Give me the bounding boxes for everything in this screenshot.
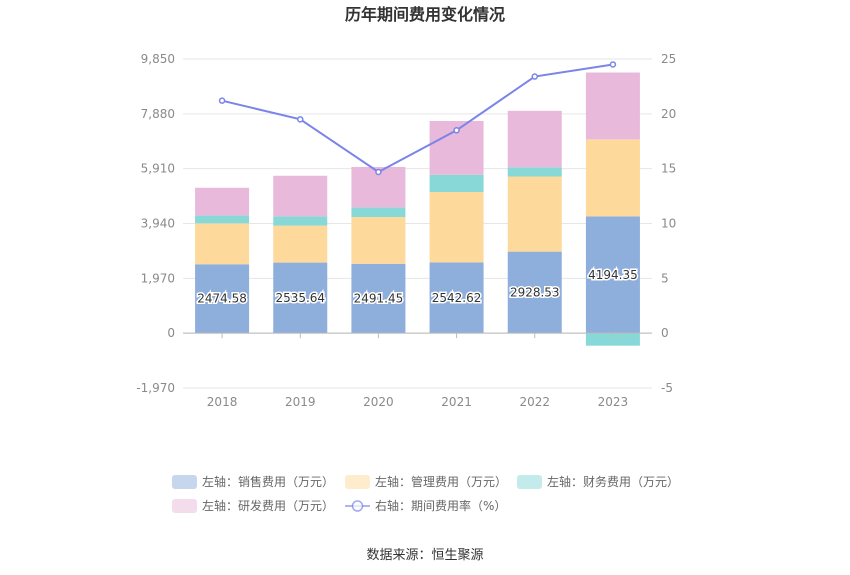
legend-label: 左轴：销售费用（万元） bbox=[202, 474, 334, 489]
bar-value-label: 2491.45 bbox=[354, 291, 404, 305]
bar-value-label: 2928.53 bbox=[510, 285, 560, 299]
bar-2019-series-1 bbox=[273, 225, 328, 263]
bar-2020-series-2 bbox=[351, 207, 406, 218]
left-tick-label: 0 bbox=[167, 326, 175, 340]
left-tick-label: 5,910 bbox=[141, 162, 175, 176]
x-tick-label: 2018 bbox=[207, 395, 238, 409]
bar-2020-series-1 bbox=[351, 217, 406, 264]
bar-2018-series-3 bbox=[195, 187, 250, 216]
right-axis-ticks: -5 0 5 10 15 20 25 bbox=[661, 52, 676, 395]
x-tick-label: 2023 bbox=[598, 395, 629, 409]
left-tick-label: 9,850 bbox=[141, 52, 175, 66]
legend-item-series-3: 左轴：研发费用（万元） bbox=[172, 498, 334, 513]
right-tick-label: 5 bbox=[661, 271, 669, 285]
bar-2018-series-0 bbox=[195, 264, 250, 334]
bar-2023-series-1 bbox=[585, 139, 640, 217]
bar-2019-series-0 bbox=[273, 262, 328, 334]
bar-2023-series-2 bbox=[585, 333, 640, 346]
left-tick-label: -1,970 bbox=[136, 381, 175, 395]
rate-point-2019 bbox=[297, 116, 304, 123]
legend-label: 左轴：管理费用（万元） bbox=[375, 474, 507, 489]
legend-swatch bbox=[345, 475, 370, 489]
right-tick-label: 0 bbox=[661, 326, 669, 340]
bar-2022-series-2 bbox=[507, 167, 562, 177]
right-tick-label: 10 bbox=[661, 217, 676, 231]
legend-item-series-1: 左轴：管理费用（万元） bbox=[345, 474, 507, 489]
legend-item-series-2: 左轴：财务费用（万元） bbox=[517, 474, 679, 489]
right-tick-label: -5 bbox=[661, 381, 673, 395]
bar-2018-series-2 bbox=[195, 215, 250, 224]
rate-point-2023 bbox=[609, 61, 617, 68]
bar-2022-series-1 bbox=[507, 176, 562, 252]
bar-data-labels: 2474.58 2535.64 2491.45 2542.62 2928.53 4194.… bbox=[196, 266, 639, 307]
left-axis-ticks: -1,970 0 1,970 3,940 5,910 7,880 9,850 bbox=[136, 52, 175, 395]
bar-series bbox=[195, 72, 640, 346]
bar-2019-series-2 bbox=[273, 216, 328, 226]
bar-value-label: 2535.64 bbox=[275, 291, 325, 305]
bar-2021-series-0 bbox=[429, 262, 484, 334]
right-tick-label: 15 bbox=[661, 162, 676, 176]
bar-2019-series-3 bbox=[273, 175, 328, 217]
bar-2023-series-3 bbox=[585, 72, 640, 140]
rate-line-series bbox=[218, 61, 617, 176]
x-tick-label: 2019 bbox=[285, 395, 316, 409]
rate-point-2020 bbox=[375, 168, 382, 176]
bar-2022-series-3 bbox=[507, 110, 562, 168]
bar-2018-series-1 bbox=[195, 223, 250, 265]
legend-swatch bbox=[172, 499, 197, 513]
data-source: 数据来源：恒生聚源 bbox=[366, 548, 483, 563]
rate-point-2021 bbox=[453, 127, 460, 134]
legend: 左轴：销售费用（万元） 左轴：管理费用（万元） 左轴：财务费用（万元） 左轴：研发费用… bbox=[172, 474, 679, 513]
rate-point-2018 bbox=[218, 97, 226, 104]
rate-line bbox=[221, 63, 614, 174]
right-tick-label: 25 bbox=[661, 52, 676, 66]
rate-point-2022 bbox=[531, 73, 538, 80]
legend-swatch bbox=[172, 475, 197, 489]
legend-label: 左轴：研发费用（万元） bbox=[202, 498, 334, 513]
bar-value-label: 2474.58 bbox=[197, 292, 247, 306]
legend-item-series-0: 左轴：销售费用（万元） bbox=[172, 474, 334, 489]
bar-2022-series-0 bbox=[507, 251, 562, 334]
bar-2021-series-2 bbox=[429, 174, 484, 192]
legend-item-rate: 右轴：期间费用率（%） bbox=[345, 498, 506, 513]
right-tick-label: 20 bbox=[661, 107, 676, 121]
x-tick-label: 2020 bbox=[363, 395, 394, 409]
legend-line-marker bbox=[351, 500, 364, 512]
chart-title: 历年期间费用变化情况 bbox=[345, 5, 505, 24]
x-axis: 2018 2019 2020 2021 2022 2023 bbox=[183, 332, 652, 409]
x-tick-label: 2021 bbox=[441, 395, 472, 409]
legend-label: 左轴：财务费用（万元） bbox=[547, 474, 679, 489]
left-tick-label: 3,940 bbox=[141, 217, 175, 231]
legend-swatch bbox=[517, 475, 542, 489]
legend-label: 右轴：期间费用率（%） bbox=[375, 498, 506, 513]
bar-value-label: 2542.62 bbox=[432, 291, 482, 305]
bar-2020-series-0 bbox=[351, 263, 406, 334]
bar-value-label: 4194.35 bbox=[588, 268, 638, 282]
bar-2021-series-1 bbox=[429, 191, 484, 263]
x-tick-label: 2022 bbox=[519, 395, 550, 409]
left-tick-label: 7,880 bbox=[141, 107, 175, 121]
left-tick-label: 1,970 bbox=[141, 271, 175, 285]
bar-2023-series-0 bbox=[585, 216, 640, 334]
